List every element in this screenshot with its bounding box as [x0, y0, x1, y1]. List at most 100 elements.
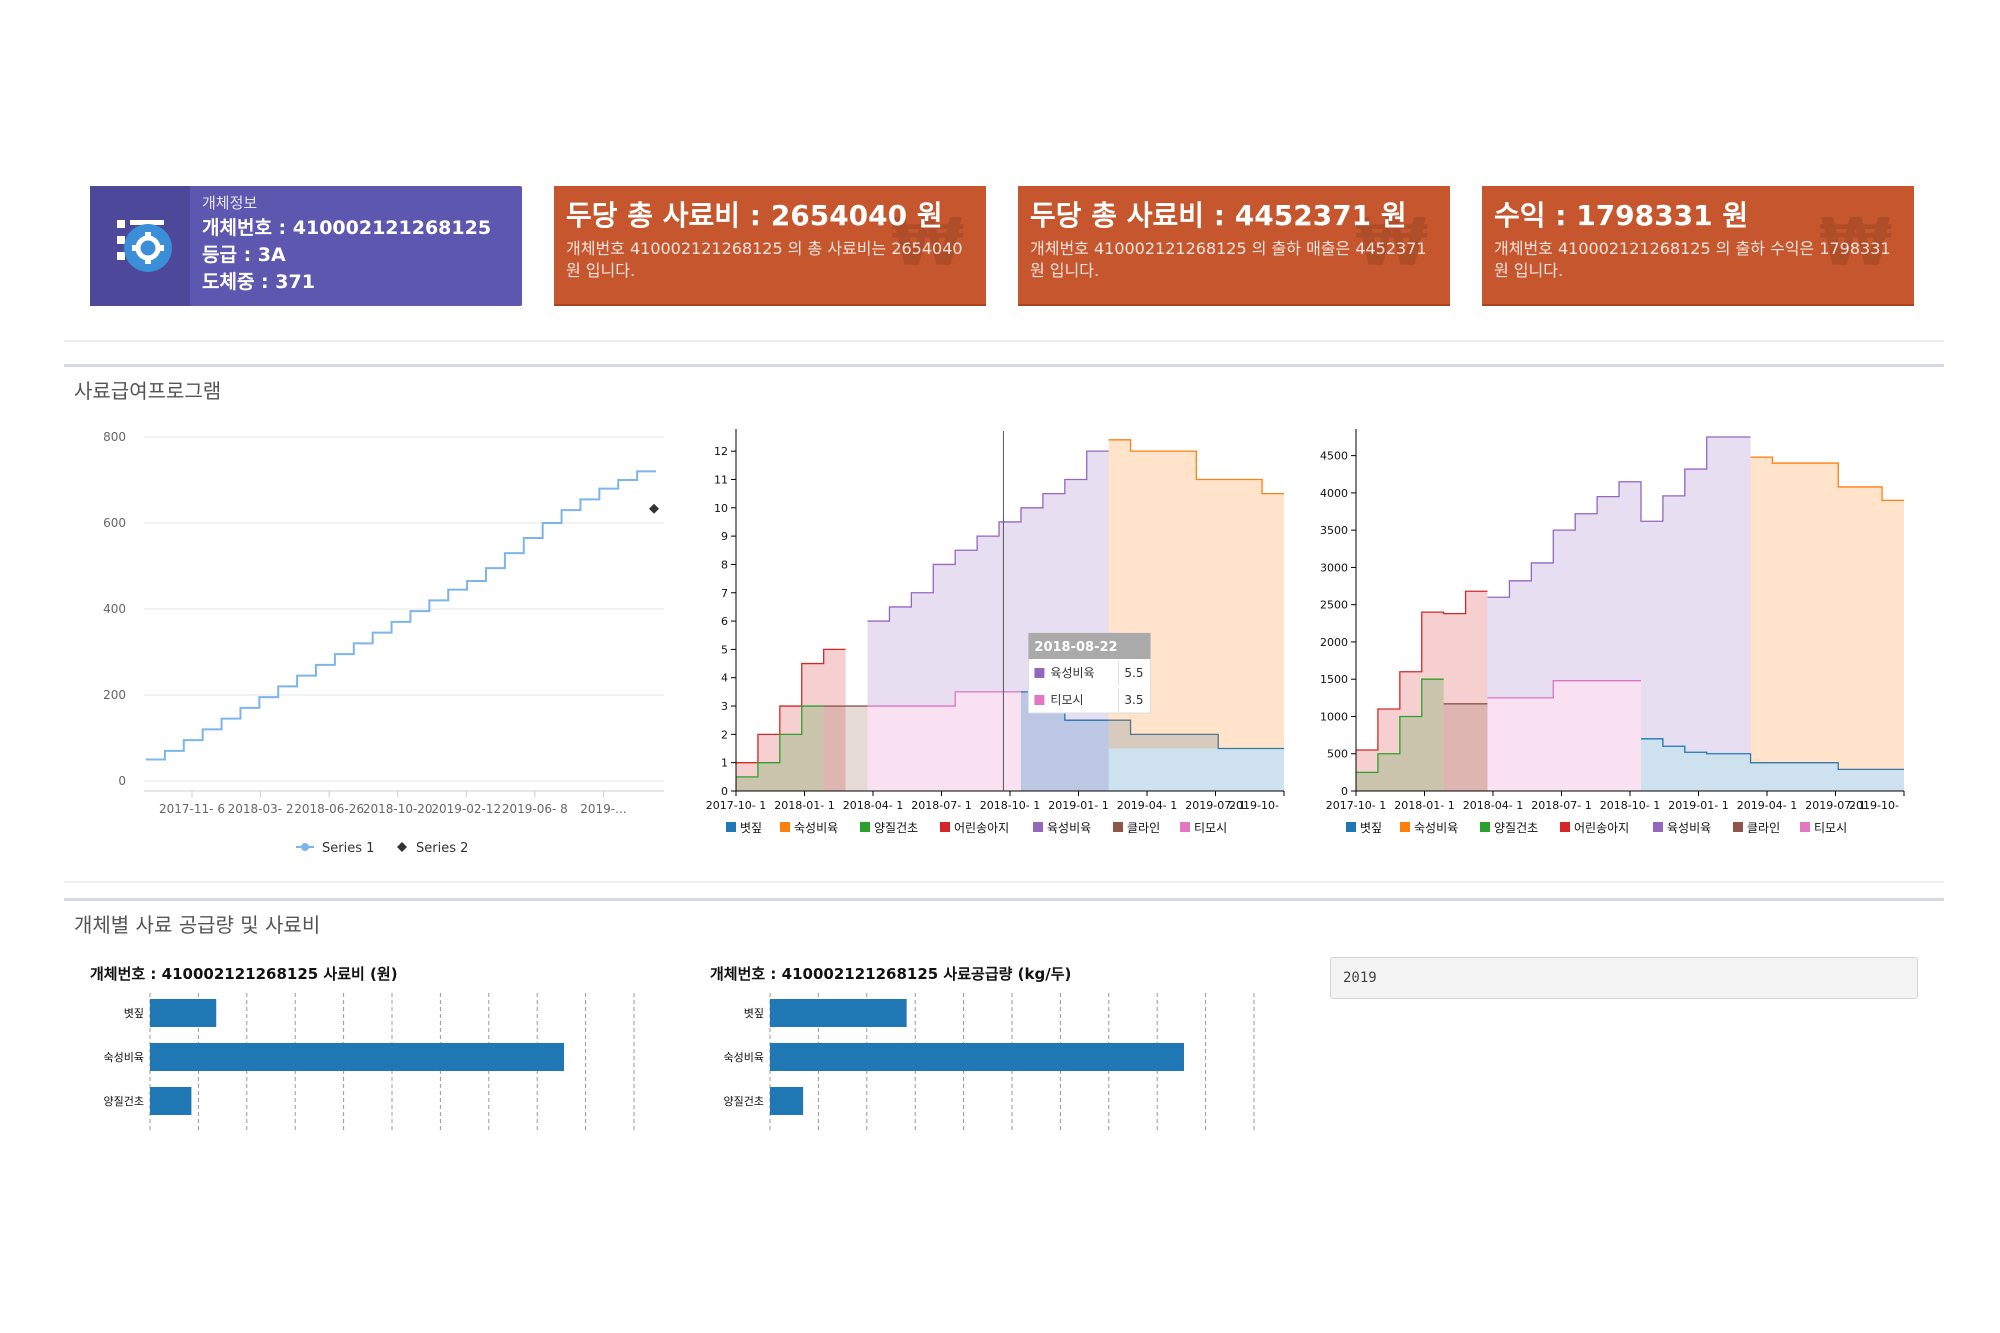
area-blue [1640, 738, 1904, 791]
y-tick-label: 600 [103, 516, 126, 530]
bar-category-label: 볏짚 [124, 1007, 144, 1020]
card-watermark-icon: ₩ [891, 204, 964, 281]
animal-id: 개체번호 : 410002121268125 [202, 217, 492, 239]
cumulative-line-chart: 0 200 400 600 800 2017-11- 6 2018-03- 2 2018-06… [103, 430, 664, 856]
y-tick-label: 2 [721, 728, 728, 741]
area-edge-red [736, 648, 846, 764]
y-tick-label: 400 [103, 602, 126, 616]
area-green [1356, 679, 1444, 791]
x-tick-label: 2018-10-20 [363, 802, 433, 816]
x-tick-label: 2018-10- 1 [1600, 799, 1660, 812]
x-tick-label: 2018-07- 1 [911, 799, 971, 812]
area-orange [1108, 439, 1284, 749]
y-tick-label: 12 [714, 445, 728, 458]
legend-swatch [940, 822, 950, 832]
y-tick-label: 0 [118, 774, 126, 788]
area-pink [1487, 680, 1641, 791]
legend-label: 양질건초 [1494, 821, 1538, 835]
y-tick-label: 8 [721, 558, 728, 571]
y-tick-label: 1500 [1320, 673, 1348, 686]
y-tick-label: 2000 [1320, 636, 1348, 649]
series-1-line [146, 470, 656, 761]
info-icon-box [90, 186, 190, 306]
card-title: 두당 총 사료비 : 2654040 원 [566, 199, 943, 232]
area-edge-blue [1640, 738, 1904, 771]
y-tick-label: 4500 [1320, 450, 1348, 463]
y-tick-label: 2500 [1320, 599, 1348, 612]
card-title: 수익 : 1798331 원 [1494, 199, 1749, 232]
year-select[interactable]: 2019 [1330, 957, 1918, 999]
supply-panel: 개체별 사료 공급량 및 사료비 개체번호 : 410002121268125 … [64, 898, 1944, 1131]
list-gear-icon [117, 220, 172, 272]
legend-swatch [1733, 822, 1743, 832]
y-tick-label: 7 [721, 587, 728, 600]
info-label: 개체정보 [202, 194, 258, 212]
area-orange [1750, 457, 1904, 770]
x-tick-label: 2019-04- 1 [1117, 799, 1177, 812]
legend-series-2-label: Series 2 [416, 841, 468, 856]
tooltip-row-value: 3.5 [1124, 693, 1143, 707]
x-tick-label: 2019-... [580, 802, 626, 816]
x-tick-label: 2019-01- 1 [1048, 799, 1108, 812]
y-tick-label: 5 [721, 643, 728, 656]
bar [770, 1087, 804, 1115]
x-tick-label: 2019-10- [1849, 799, 1899, 812]
legend-swatch [1033, 822, 1043, 832]
area-edge-green [736, 705, 824, 778]
tooltip-swatch [1034, 695, 1045, 705]
legend-label: 어린송아지 [1574, 821, 1629, 835]
bar-category-label: 숙성비육 [104, 1051, 144, 1064]
area-edge-orange [1750, 456, 1904, 501]
x-tick-label: 2019-10- [1229, 799, 1279, 812]
carcass-weight: 도체중 : 371 [202, 271, 315, 293]
x-tick-label: 2019-07- 1 [1185, 799, 1245, 812]
info-card: 개체정보 개체번호 : 410002121268125 등급 : 3A 도체중 … [90, 186, 522, 306]
legend-label: 육성비육 [1047, 821, 1091, 835]
legend-swatch [726, 822, 736, 832]
y-tick-label: 3500 [1320, 524, 1348, 537]
bar [150, 1087, 192, 1115]
tooltip-swatch [1034, 668, 1045, 678]
series-2-point [649, 503, 659, 514]
section-title-supply: 개체별 사료 공급량 및 사료비 [74, 913, 321, 937]
area-brown [1443, 703, 1488, 791]
bar-category-label: 볏짚 [744, 1007, 764, 1020]
bar [770, 999, 907, 1027]
legend-swatch [780, 822, 790, 832]
legend-label: 클라인 [1747, 821, 1780, 835]
legend-swatch [1400, 822, 1410, 832]
y-tick-label: 200 [103, 688, 126, 702]
legend-label: 숙성비육 [794, 821, 838, 835]
bar-category-label: 숙성비육 [724, 1051, 764, 1064]
area-blue [1020, 691, 1284, 791]
y-tick-label: 0 [1341, 785, 1348, 798]
y-tick-label: 9 [721, 530, 728, 543]
x-tick-label: 2018-01- 1 [774, 799, 834, 812]
y-tick-label: 500 [1327, 748, 1348, 761]
legend-swatch [1560, 822, 1570, 832]
y-tick-label: 3000 [1320, 561, 1348, 574]
legend-label: 클라인 [1127, 821, 1160, 835]
area-edge-red [1356, 590, 1488, 751]
x-tick-label: 2018-01- 1 [1394, 799, 1454, 812]
tooltip-date: 2018-08-22 [1034, 640, 1117, 655]
legend-series-2-marker [397, 842, 407, 852]
y-tick-label: 3 [721, 700, 728, 713]
legend-swatch [1346, 822, 1356, 832]
legend-swatch [1800, 822, 1810, 832]
bar-category-label: 양질건초 [104, 1095, 144, 1108]
legend-label: 숙성비육 [1414, 821, 1458, 835]
x-tick-label: 2018-03- 2 [228, 802, 294, 816]
y-tick-label: 1000 [1320, 710, 1348, 723]
profit-card: ₩ 수익 : 1798331 원 개체번호 410002121268125 의 … [1482, 186, 1914, 306]
legend-swatch [1180, 822, 1190, 832]
legend-swatch [1480, 822, 1490, 832]
legend-series-1-label: Series 1 [322, 841, 374, 856]
tooltip-row-name: 티모시 [1050, 693, 1083, 707]
area-edge-purple [867, 450, 1109, 622]
x-tick-label: 2018-04- 1 [843, 799, 903, 812]
x-tick-label: 2017-10- 1 [706, 799, 766, 812]
